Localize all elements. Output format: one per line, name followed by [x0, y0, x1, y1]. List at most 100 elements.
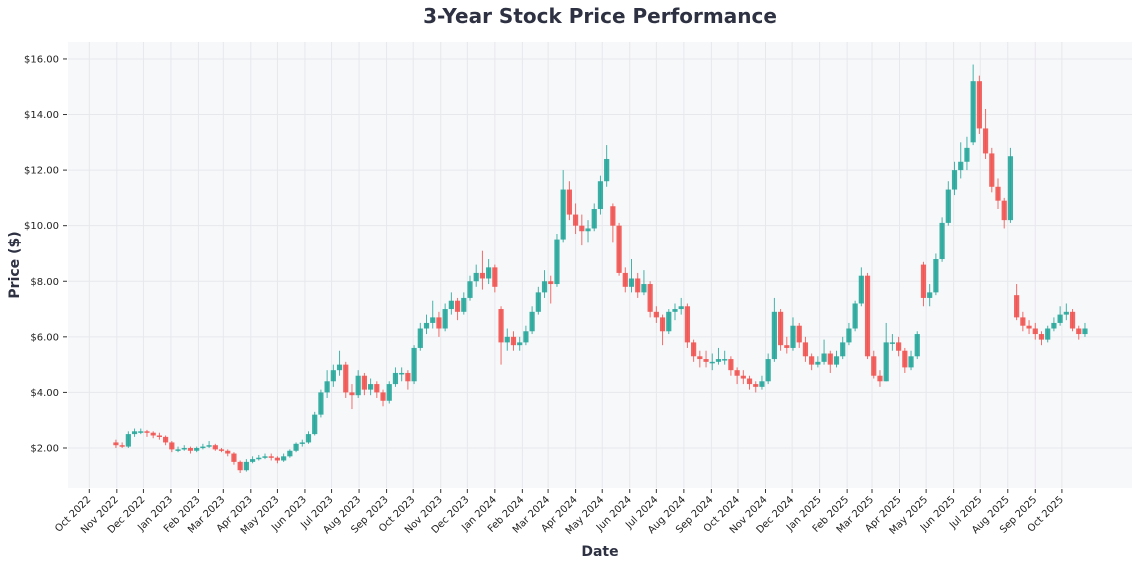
gridlines [68, 42, 1132, 488]
candle-down [784, 336, 790, 354]
candle-body [181, 447, 187, 450]
candle-down [976, 75, 982, 134]
candle-down [268, 453, 274, 461]
candle-body [448, 300, 454, 310]
candle-body [436, 317, 442, 329]
candle-down [231, 452, 237, 465]
candle-up [430, 300, 436, 329]
candle-down [796, 322, 802, 348]
candle-body [206, 445, 212, 447]
candle-up [249, 456, 256, 464]
candle-down [684, 303, 691, 348]
candle-up [927, 284, 933, 307]
candle-up [517, 336, 523, 351]
candle-down [163, 435, 169, 446]
y-tick-label: $10.00 [24, 221, 59, 232]
candle-down [548, 275, 554, 304]
candle-up [305, 431, 312, 444]
candle-body [827, 353, 833, 365]
candle-up [318, 389, 324, 418]
plot-area [68, 42, 1132, 488]
candle-up [846, 322, 852, 346]
candle-body [802, 342, 809, 357]
candle-body [517, 342, 523, 346]
candle-body [113, 442, 119, 446]
candle-body [343, 364, 349, 393]
candle-down [218, 447, 225, 453]
candle-body [684, 306, 691, 343]
candle-body [765, 359, 771, 382]
candle-down [156, 432, 163, 440]
candle-body [473, 272, 479, 282]
candle-up [964, 136, 970, 171]
candle-down [877, 370, 883, 387]
candle-body [833, 356, 840, 365]
candle-up [914, 331, 920, 360]
candle-body [846, 328, 852, 343]
candle-down [728, 356, 734, 376]
candle-body [169, 442, 175, 450]
candle-down [405, 370, 411, 390]
candle-body [119, 445, 125, 447]
candle-body [666, 311, 672, 332]
candle-up [324, 370, 330, 398]
candle-up [529, 306, 535, 335]
candle-body [653, 311, 659, 318]
candle-body [951, 170, 958, 190]
candle-down [746, 375, 753, 390]
candle-body [423, 322, 430, 329]
candle-body [399, 372, 405, 375]
candle-body [175, 449, 181, 451]
candle-body [1026, 325, 1032, 329]
candle-down [809, 353, 815, 371]
candle-down [753, 381, 759, 393]
candle-up [628, 259, 635, 293]
candle-body [131, 431, 138, 435]
candle-down [610, 203, 616, 243]
candle-body [243, 461, 249, 471]
candle-up [411, 345, 417, 385]
candle-up [945, 181, 951, 226]
candle-body [299, 442, 305, 444]
candle-up [554, 234, 560, 287]
candle-body [386, 384, 392, 401]
candle-up [883, 322, 889, 382]
candle-down [343, 361, 349, 398]
candle-body [355, 375, 361, 396]
candle-body [616, 225, 622, 273]
candle-body [896, 342, 902, 351]
candle-body [678, 306, 684, 310]
candle-body [622, 272, 628, 287]
candle-body [187, 447, 194, 451]
candle-up [312, 411, 318, 436]
candle-body [958, 161, 964, 171]
candle-body [554, 239, 560, 285]
candle-up [790, 317, 796, 351]
candle-down [454, 297, 461, 321]
candle-body [330, 370, 336, 382]
candle-body [225, 450, 231, 454]
candle-body [218, 449, 225, 451]
candle-body [1051, 322, 1057, 329]
candle-body [635, 278, 641, 293]
candle-body [964, 147, 970, 162]
candle-up [821, 339, 827, 365]
candle-down [119, 442, 125, 448]
candle-up [131, 428, 138, 437]
candle-up [442, 303, 448, 332]
candle-up [175, 446, 181, 453]
candle-up [330, 364, 336, 387]
candle-down [902, 347, 908, 373]
candle-up [287, 449, 293, 458]
candle-up [591, 203, 597, 232]
candle-down [361, 372, 367, 396]
candle-body [454, 300, 461, 312]
candle-body [734, 370, 740, 376]
candle-body [529, 311, 535, 332]
candle-body [312, 414, 318, 435]
candle-body [138, 431, 144, 433]
candle-down [871, 350, 877, 379]
x-axis-label: Date [581, 544, 618, 560]
candle-up [368, 378, 374, 396]
candle-down [864, 272, 871, 360]
